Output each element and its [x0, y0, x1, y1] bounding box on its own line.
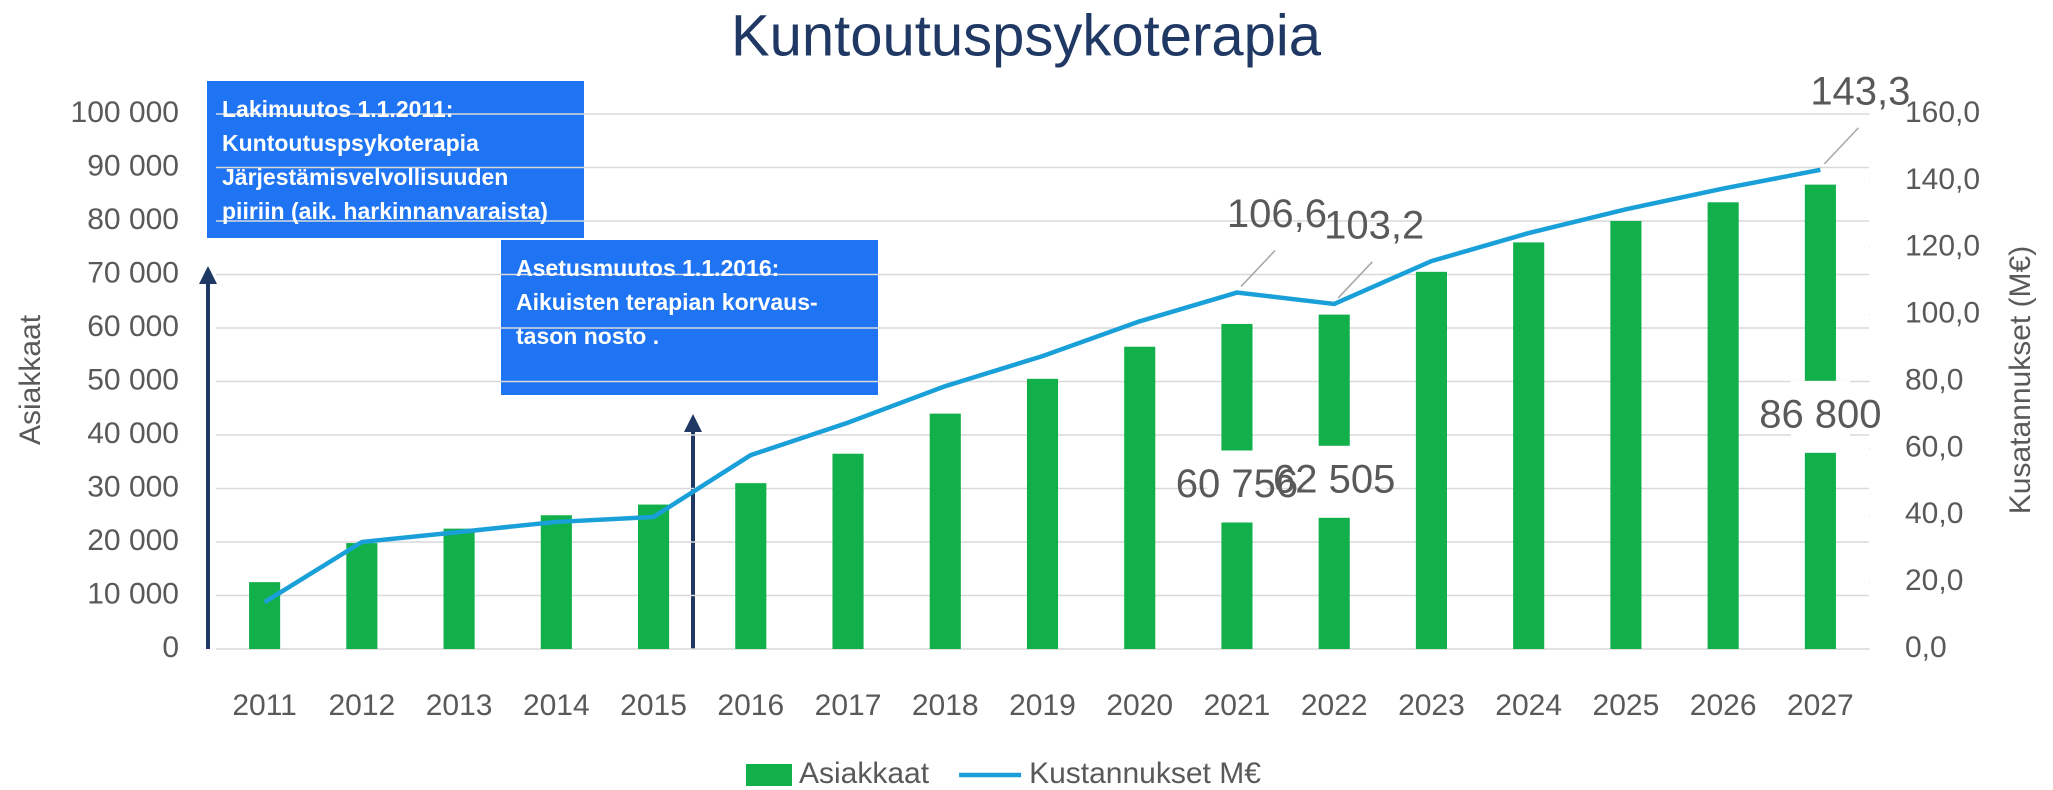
x-tick-label: 2019	[1009, 689, 1076, 722]
y2-tick-label: 120,0	[1905, 230, 1980, 263]
bar	[929, 413, 961, 649]
x-tick-label: 2018	[912, 689, 979, 722]
data-label: 60 756	[1176, 462, 1298, 506]
leader-line	[1337, 261, 1373, 299]
x-tick-label: 2024	[1495, 689, 1562, 722]
x-tick-label: 2011	[232, 689, 297, 722]
line-series	[263, 167, 1821, 605]
y-tick-label: 30 000	[87, 470, 179, 503]
y-axis-label: Asiakkaat	[14, 314, 47, 445]
y2-tick-label: 20,0	[1905, 564, 1963, 597]
x-tick-label: 2026	[1690, 689, 1757, 722]
bar	[1026, 378, 1059, 649]
x-tick-label: 2020	[1106, 689, 1173, 722]
bar	[832, 453, 864, 649]
x-tick-label: 2021	[1204, 689, 1271, 722]
y-tick-label: 70 000	[87, 256, 179, 289]
chart-title: Kuntoutuspsykoterapia	[731, 3, 1322, 68]
y2-tick-label: 60,0	[1905, 430, 1963, 463]
label-background	[1304, 445, 1364, 518]
bar	[638, 504, 670, 649]
legend-label: Asiakkaat	[799, 757, 930, 790]
bar	[1415, 271, 1447, 649]
arrowhead	[199, 266, 217, 284]
annotation-text: Kuntoutuspsykoterapia	[222, 130, 479, 156]
bar	[540, 515, 572, 649]
arrowhead	[684, 414, 702, 432]
y-tick-label: 10 000	[87, 577, 179, 610]
data-label: 143,3	[1810, 69, 1910, 113]
legend-swatch	[746, 764, 792, 786]
y2-tick-label: 80,0	[1905, 363, 1963, 396]
x-tick-label: 2027	[1787, 689, 1854, 722]
y-tick-label: 20 000	[87, 524, 179, 557]
x-tick-label: 2013	[426, 689, 493, 722]
legend-label: Kustannukset M€	[1029, 757, 1261, 790]
annotation-text: Asetusmuutos 1.1.2016:	[516, 255, 779, 281]
x-tick-label: 2014	[523, 689, 590, 722]
x-tick-label: 2012	[328, 689, 395, 722]
annotation-text: Järjestämisvelvollisuuden	[222, 164, 508, 190]
annotation-text: Aikuisten terapian korvaus-	[516, 289, 818, 315]
x-tick-label: 2023	[1398, 689, 1465, 722]
y-tick-label: 40 000	[87, 417, 179, 450]
y2-tick-label: 140,0	[1905, 163, 1980, 196]
x-tick-label: 2015	[620, 689, 687, 722]
data-label: 86 800	[1759, 392, 1881, 436]
bar	[1707, 202, 1739, 649]
label-background	[1790, 380, 1850, 453]
annotation-text: tason nosto .	[516, 323, 659, 349]
bar	[1610, 221, 1642, 649]
leader-line	[1823, 127, 1859, 165]
x-tick-label: 2025	[1593, 689, 1660, 722]
y2-axis-label: Kusatannukset (M€)	[2004, 246, 2037, 514]
annotation-box	[501, 240, 878, 395]
y-tick-label: 80 000	[87, 203, 179, 236]
x-tick-label: 2022	[1301, 689, 1368, 722]
y-tick-label: 90 000	[87, 149, 179, 182]
data-label: 103,2	[1324, 203, 1424, 247]
data-label: 106,6	[1227, 192, 1327, 236]
y2-tick-label: 0,0	[1905, 631, 1947, 664]
y-tick-label: 60 000	[87, 310, 179, 343]
y-tick-label: 100 000	[71, 96, 179, 129]
data-label: 62 505	[1273, 457, 1395, 501]
label-background	[1207, 450, 1267, 523]
bar	[1124, 346, 1156, 649]
y2-tick-label: 40,0	[1905, 497, 1963, 530]
leader-line	[1240, 250, 1276, 288]
x-tick-label: 2017	[815, 689, 882, 722]
annotation-text: Lakimuutos 1.1.2011:	[222, 96, 453, 122]
y-tick-label: 50 000	[87, 363, 179, 396]
y2-tick-label: 160,0	[1905, 96, 1980, 129]
y2-tick-label: 100,0	[1905, 297, 1980, 330]
bar	[249, 582, 281, 649]
annotation-text: piiriin (aik. harkinnanvaraista)	[222, 198, 548, 224]
x-tick-label: 2016	[717, 689, 784, 722]
bar	[735, 483, 767, 649]
annotation-box	[207, 81, 584, 238]
y-tick-label: 0	[162, 631, 179, 664]
bar	[1513, 242, 1545, 649]
bar	[443, 528, 475, 649]
bar	[346, 543, 378, 649]
